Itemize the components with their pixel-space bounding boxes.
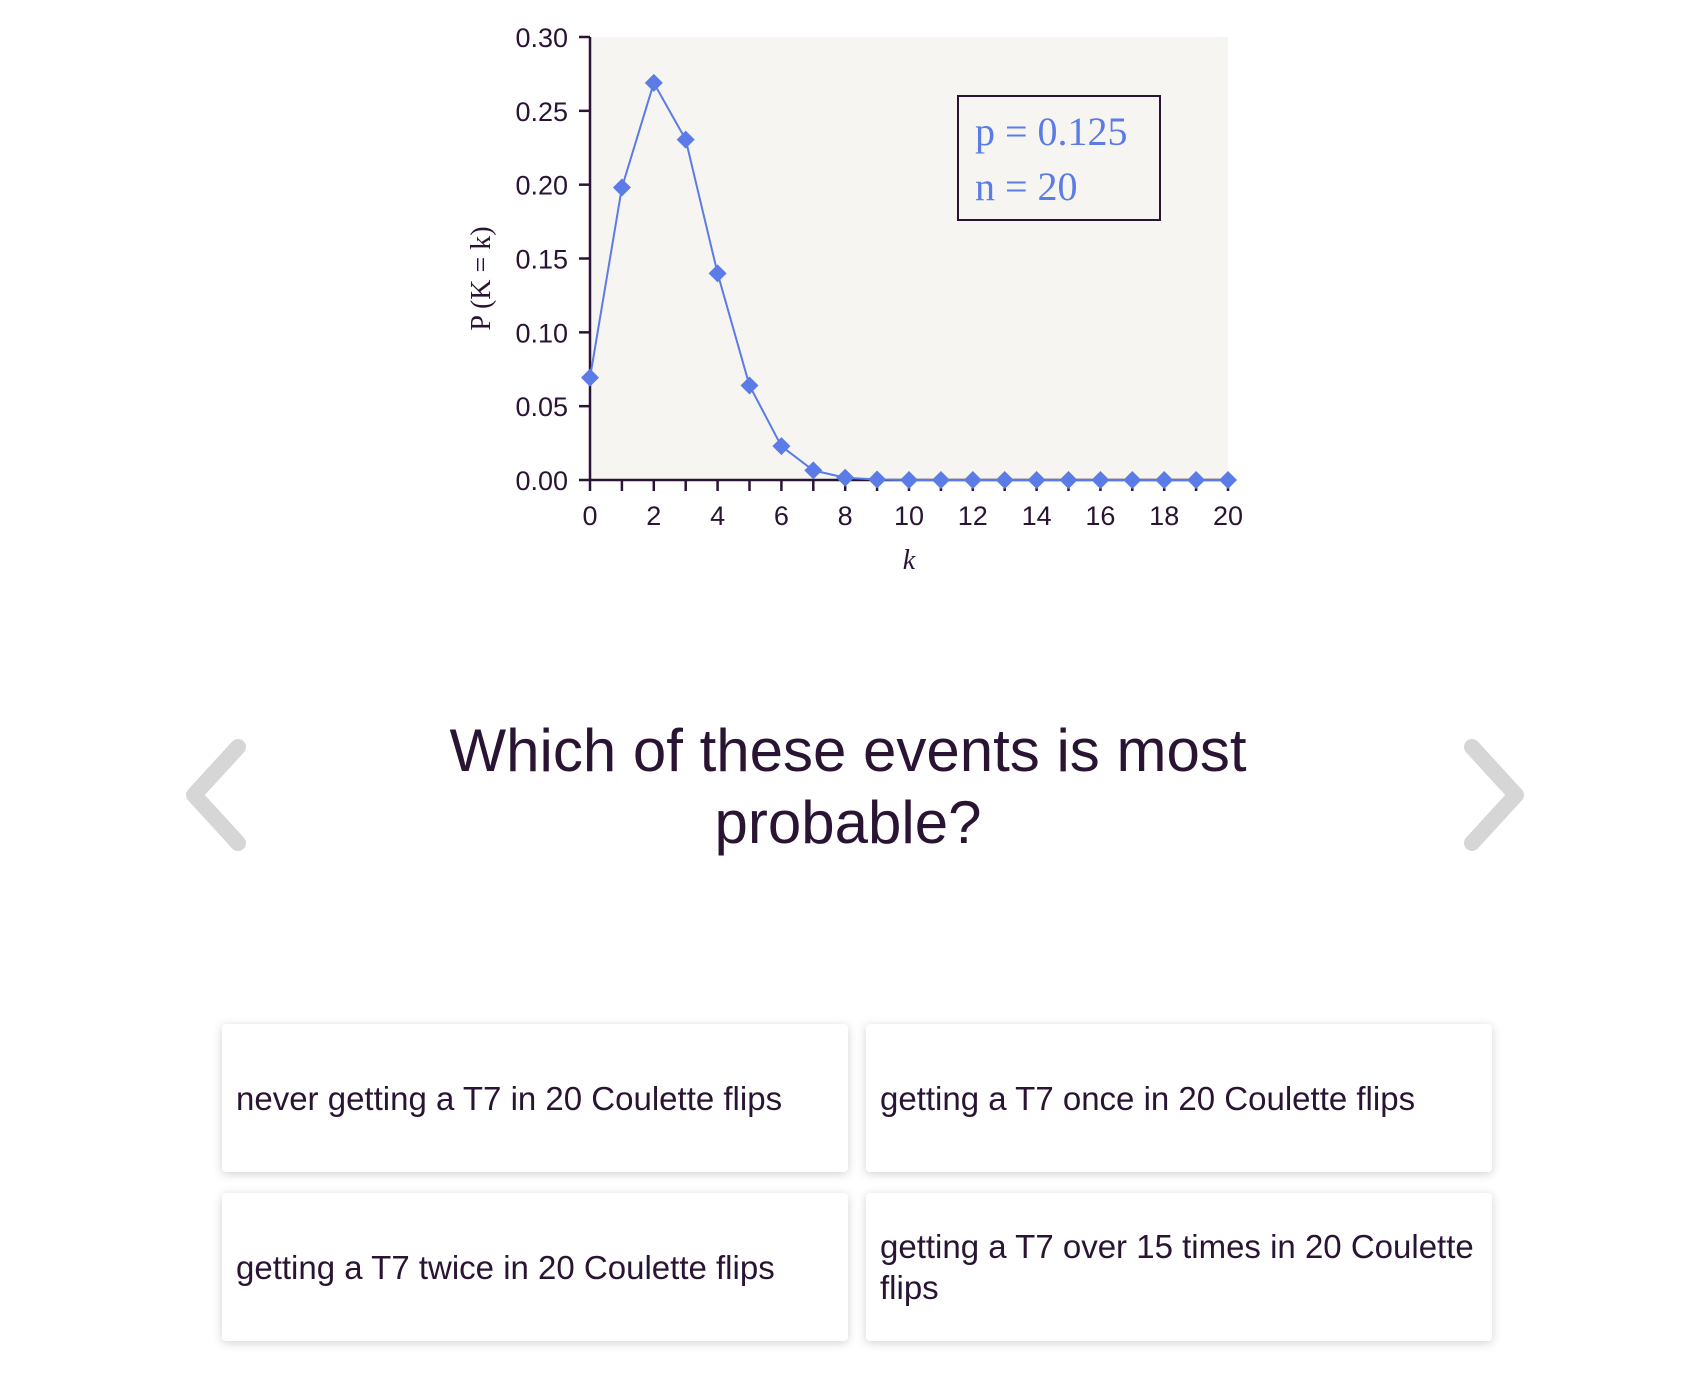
- data-point: [900, 471, 918, 489]
- y-tick-label: 0.05: [515, 392, 568, 422]
- answer-option-2[interactable]: getting a T7 once in 20 Coulette flips: [866, 1024, 1492, 1172]
- y-axis-title: P (K = k): [466, 226, 497, 330]
- next-button[interactable]: [1450, 735, 1530, 855]
- answer-option-3[interactable]: getting a T7 twice in 20 Coulette flips: [222, 1193, 848, 1341]
- chevron-left-icon: [186, 739, 246, 851]
- answer-option-label: never getting a T7 in 20 Coulette flips: [236, 1079, 783, 1117]
- parameter-n: n = 20: [975, 164, 1078, 209]
- data-point: [1155, 471, 1174, 489]
- data-point: [708, 264, 727, 283]
- answer-option-label: getting a T7 once in 20 Coulette flips: [880, 1079, 1416, 1117]
- parameter-box: [957, 95, 1161, 221]
- x-tick-label: 10: [894, 501, 924, 531]
- x-tick-label: 6: [774, 501, 789, 531]
- x-tick-label: 8: [838, 501, 853, 531]
- data-point: [581, 368, 599, 387]
- y-tick-label: 0.25: [515, 97, 568, 127]
- answer-option-label: getting a T7 over 15 times in 20 Coulett…: [880, 1228, 1474, 1306]
- data-point: [644, 73, 663, 92]
- chart-svg: 0.00 0.05 0.10 0.15 0.20 0.25 0.30 0 2 4 6 8 10 12 14 1…: [466, 23, 1243, 576]
- answer-option-label: getting a T7 twice in 20 Coulette flips: [236, 1248, 775, 1286]
- x-tick-label: 20: [1213, 501, 1243, 531]
- data-point: [931, 471, 950, 489]
- y-tick-label: 0.15: [515, 245, 568, 275]
- data-point: [740, 376, 759, 395]
- data-point: [804, 461, 823, 480]
- answer-option-1[interactable]: never getting a T7 in 20 Coulette flips: [222, 1024, 848, 1172]
- y-tick-label: 0.00: [515, 466, 568, 496]
- answer-option-4[interactable]: getting a T7 over 15 times in 20 Coulett…: [866, 1193, 1492, 1341]
- data-point: [1027, 471, 1046, 489]
- data-point: [1219, 471, 1237, 489]
- parameter-p: p = 0.125: [975, 109, 1128, 154]
- data-point: [836, 468, 855, 487]
- y-tick-label: 0.30: [515, 23, 568, 53]
- y-tick-label: 0.20: [515, 171, 568, 201]
- data-point: [1123, 471, 1142, 489]
- data-point: [963, 471, 982, 489]
- data-point: [612, 178, 631, 197]
- data-point: [676, 130, 695, 149]
- x-tick-label: 18: [1149, 501, 1179, 531]
- x-tick-label: 2: [646, 501, 661, 531]
- x-tick-label: 12: [958, 501, 988, 531]
- data-point: [995, 471, 1014, 489]
- y-tick-label: 0.10: [515, 318, 568, 348]
- x-tick-label: 14: [1022, 501, 1052, 531]
- chevron-right-icon: [1464, 739, 1524, 851]
- binomial-chart: 0.00 0.05 0.10 0.15 0.20 0.25 0.30 0 2 4 6 8 10 12 14 1…: [0, 0, 1696, 620]
- x-axis-title: k: [903, 545, 916, 576]
- data-point: [1059, 471, 1078, 489]
- x-tick-label: 0: [582, 501, 597, 531]
- x-tick-label: 16: [1085, 501, 1115, 531]
- previous-button[interactable]: [180, 735, 260, 855]
- x-tick-label: 4: [710, 501, 725, 531]
- data-point: [1091, 471, 1110, 489]
- data-point: [1187, 471, 1206, 489]
- question-title: Which of these events is most probable?: [449, 717, 1247, 856]
- data-point: [868, 470, 887, 489]
- data-point: [772, 437, 791, 456]
